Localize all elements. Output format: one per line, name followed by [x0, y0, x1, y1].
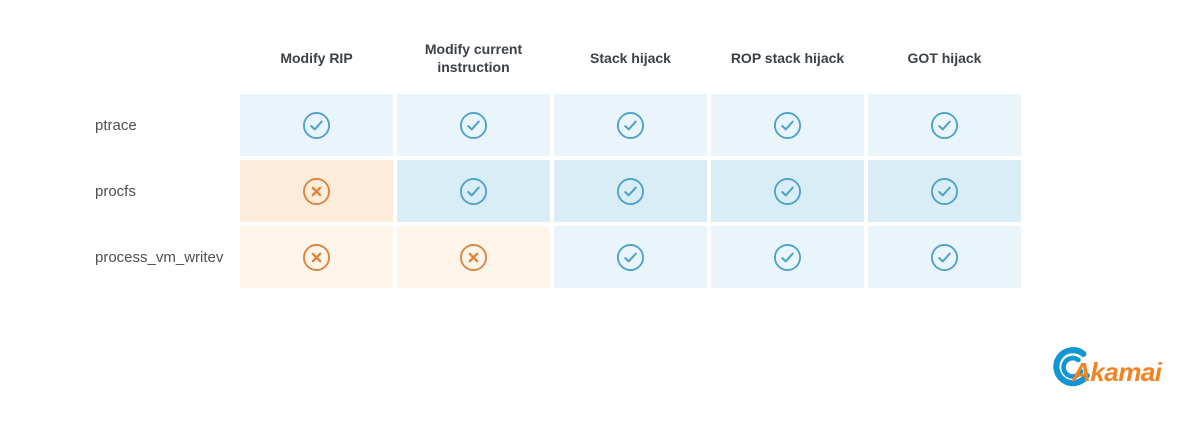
- matrix-cell: [240, 94, 393, 156]
- matrix-cell: [554, 226, 707, 288]
- matrix-grid: Modify RIP Modify current instruction Stac…: [95, 26, 1021, 288]
- row-label: ptrace: [95, 116, 137, 134]
- capability-matrix: Modify RIP Modify current instruction Stac…: [95, 26, 1021, 288]
- matrix-cell: [711, 94, 864, 156]
- column-header: Modify current instruction: [424, 41, 523, 75]
- check-circle-icon: [930, 177, 959, 206]
- check-circle-icon: [930, 243, 959, 272]
- matrix-cell: [554, 94, 707, 156]
- matrix-cell: [868, 160, 1021, 222]
- row-label: process_vm_writev: [95, 248, 224, 266]
- x-circle-icon: [302, 177, 331, 206]
- check-circle-icon: [930, 111, 959, 140]
- matrix-cell: [868, 226, 1021, 288]
- check-circle-icon: [459, 177, 488, 206]
- check-circle-icon: [773, 111, 802, 140]
- check-circle-icon: [616, 111, 645, 140]
- check-circle-icon: [773, 177, 802, 206]
- matrix-cell: [711, 160, 864, 222]
- column-header: Stack hijack: [590, 50, 671, 66]
- matrix-cell: [868, 94, 1021, 156]
- matrix-cell: [711, 226, 864, 288]
- matrix-cell: [554, 160, 707, 222]
- check-circle-icon: [773, 243, 802, 272]
- akamai-wordmark: Akamai: [1072, 357, 1162, 387]
- matrix-cell: [397, 94, 550, 156]
- akamai-swoosh-icon: [1053, 347, 1090, 387]
- column-header: GOT hijack: [907, 50, 982, 66]
- corner-spacer: [95, 26, 236, 90]
- column-header: ROP stack hijack: [730, 50, 845, 66]
- x-circle-icon: [302, 243, 331, 272]
- check-circle-icon: [616, 177, 645, 206]
- check-circle-icon: [302, 111, 331, 140]
- matrix-cell: [240, 226, 393, 288]
- column-header: Modify RIP: [280, 50, 353, 66]
- matrix-cell: [397, 160, 550, 222]
- matrix-cell: [240, 160, 393, 222]
- akamai-logo: Akamai: [1049, 340, 1169, 392]
- row-label: procfs: [95, 182, 136, 200]
- check-circle-icon: [459, 111, 488, 140]
- check-circle-icon: [616, 243, 645, 272]
- matrix-cell: [397, 226, 550, 288]
- x-circle-icon: [459, 243, 488, 272]
